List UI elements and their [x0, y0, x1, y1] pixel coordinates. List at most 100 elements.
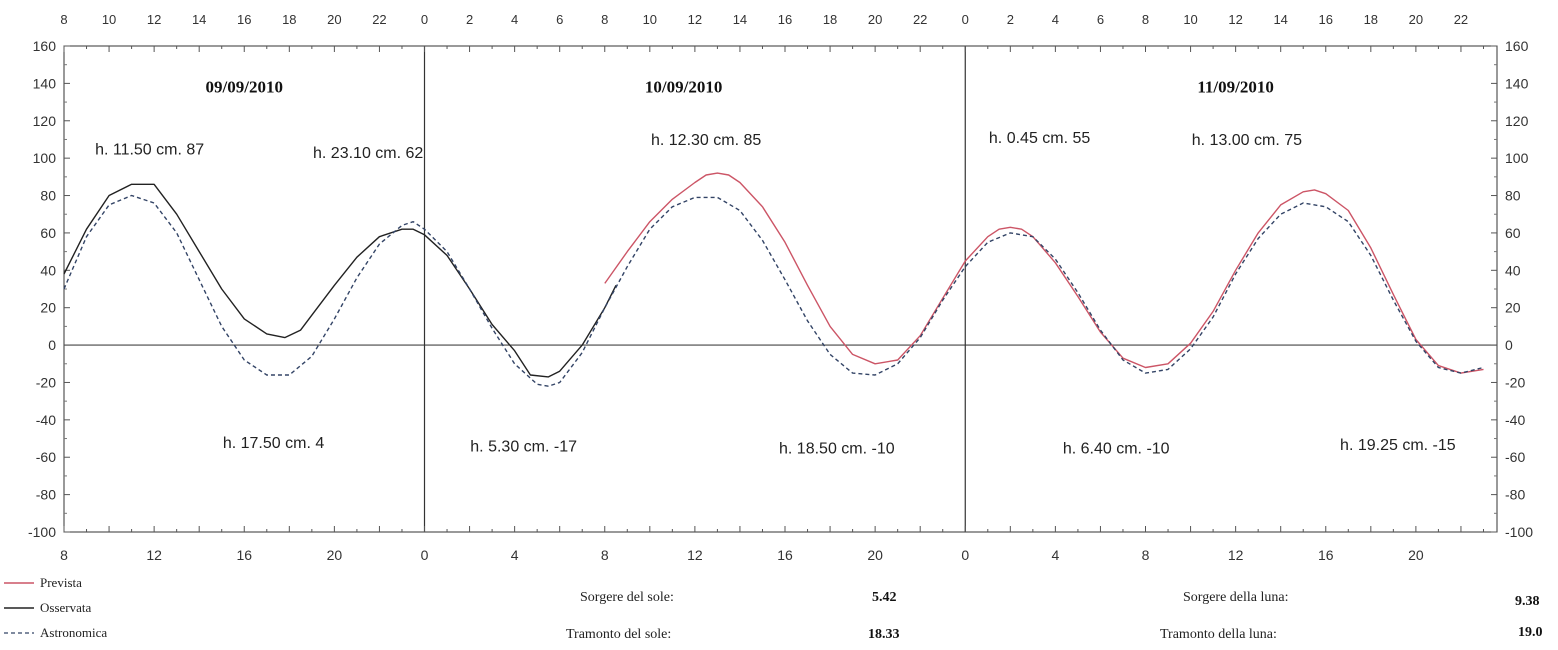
y-tick-label-right: 20 — [1505, 300, 1521, 316]
top-tick-label: 20 — [327, 12, 341, 27]
bottom-tick-label: 12 — [146, 547, 162, 563]
top-tick-label: 8 — [1142, 12, 1149, 27]
top-tick-label: 20 — [868, 12, 882, 27]
top-tick-label: 2 — [1007, 12, 1014, 27]
bottom-tick-label: 20 — [327, 547, 343, 563]
sun-moon-info: Sorgere del sole: 5.42 Tramonto del sole… — [566, 590, 1543, 642]
top-tick-label: 0 — [962, 12, 969, 27]
top-tick-label: 12 — [688, 12, 702, 27]
top-tick-label: 6 — [556, 12, 563, 27]
top-tick-label: 8 — [601, 12, 608, 27]
top-tick-label: 22 — [1454, 12, 1468, 27]
extreme-annotation: h. 13.00 cm. 75 — [1192, 132, 1302, 149]
extreme-annotation: h. 11.50 cm. 87 — [95, 141, 204, 158]
extreme-annotation: h. 0.45 cm. 55 — [989, 130, 1090, 147]
top-tick-label: 4 — [1052, 12, 1059, 27]
y-tick-label-right: -100 — [1505, 524, 1533, 540]
extreme-annotation: h. 23.10 cm. 62 — [313, 145, 423, 162]
series-prevista — [604, 172, 1484, 374]
sunset-label: Tramonto del sole: — [566, 627, 671, 642]
bottom-tick-label: 4 — [1051, 547, 1059, 563]
y-tick-label-right: 140 — [1505, 75, 1529, 91]
top-tick-label: 18 — [823, 12, 837, 27]
bottom-tick-label: 0 — [961, 547, 969, 563]
top-tick-label: 12 — [147, 12, 161, 27]
top-tick-label: 2 — [466, 12, 473, 27]
sunset-value: 18.33 — [868, 627, 900, 642]
top-tick-label: 6 — [1097, 12, 1104, 27]
bottom-tick-label: 16 — [1318, 547, 1334, 563]
y-tick-label-left: 140 — [33, 75, 57, 91]
top-tick-label: 10 — [1183, 12, 1197, 27]
y-tick-label-right: 160 — [1505, 38, 1529, 54]
y-tick-label-left: -20 — [36, 374, 56, 390]
top-tick-label: 10 — [102, 12, 116, 27]
top-tick-label: 14 — [192, 12, 206, 27]
extreme-annotation: h. 6.40 cm. -10 — [1063, 440, 1170, 457]
legend: Prevista Osservata Astronomica — [4, 575, 107, 640]
bottom-tick-label: 16 — [777, 547, 793, 563]
top-tick-label: 8 — [60, 12, 67, 27]
y-tick-label-left: 100 — [33, 150, 57, 166]
date-header: 09/09/2010 — [206, 78, 283, 97]
y-tick-label-left: 160 — [33, 38, 57, 54]
top-tick-label: 12 — [1228, 12, 1242, 27]
date-header: 11/09/2010 — [1197, 78, 1274, 97]
bottom-tick-label: 4 — [511, 547, 519, 563]
series-layer — [63, 172, 1484, 387]
sunrise-value: 5.42 — [872, 590, 897, 605]
y-tick-label-right: 40 — [1505, 262, 1521, 278]
bottom-tick-label: 12 — [1228, 547, 1244, 563]
series-osservata — [63, 183, 617, 378]
top-tick-label: 16 — [1319, 12, 1333, 27]
y-tick-label-right: 100 — [1505, 150, 1529, 166]
y-tick-label-right: -60 — [1505, 449, 1525, 465]
extreme-annotation: h. 17.50 cm. 4 — [223, 435, 324, 452]
date-header: 10/09/2010 — [645, 78, 722, 97]
y-tick-label-left: 80 — [40, 188, 56, 204]
plot-area — [63, 45, 1498, 533]
top-tick-label: 16 — [778, 12, 792, 27]
y-tick-label-left: 20 — [40, 300, 56, 316]
y-tick-label-left: -40 — [36, 412, 56, 428]
bottom-tick-label: 20 — [867, 547, 883, 563]
plot-frame — [63, 45, 1498, 533]
top-tick-label: 22 — [913, 12, 927, 27]
extreme-annotation: h. 18.50 cm. -10 — [779, 440, 895, 457]
top-tick-label: 0 — [421, 12, 428, 27]
y-tick-label-right: -80 — [1505, 487, 1525, 503]
moonset-value: 19.0 — [1518, 625, 1543, 640]
legend-label-prevista: Prevista — [40, 575, 82, 590]
y-tick-label-right: 0 — [1505, 337, 1513, 353]
top-tick-label: 16 — [237, 12, 251, 27]
bottom-tick-label: 8 — [60, 547, 68, 563]
y-tick-label-right: -20 — [1505, 374, 1525, 390]
y-tick-label-left: 60 — [40, 225, 56, 241]
bottom-tick-label: 20 — [1408, 547, 1424, 563]
series-astronomica — [63, 194, 1484, 387]
top-tick-label: 20 — [1409, 12, 1423, 27]
y-tick-label-right: 60 — [1505, 225, 1521, 241]
y-tick-label-left: -60 — [36, 449, 56, 465]
bottom-tick-label: 8 — [601, 547, 609, 563]
y-tick-label-left: -80 — [36, 487, 56, 503]
bottom-tick-label: 16 — [236, 547, 252, 563]
top-tick-label: 14 — [1273, 12, 1287, 27]
top-tick-label: 10 — [643, 12, 657, 27]
moonrise-value: 9.38 — [1515, 594, 1540, 609]
top-tick-label: 18 — [1364, 12, 1378, 27]
legend-label-osservata: Osservata — [40, 600, 91, 615]
y-tick-label-right: 80 — [1505, 188, 1521, 204]
bottom-tick-label: 0 — [421, 547, 429, 563]
y-tick-label-right: 120 — [1505, 113, 1529, 129]
extreme-annotation: h. 19.25 cm. -15 — [1340, 437, 1456, 454]
y-tick-label-left: 0 — [48, 337, 56, 353]
extreme-annotation: h. 12.30 cm. 85 — [651, 132, 761, 149]
label-layer: -100 -100-80 -80-60 -60-40 -40-20 -200 020 2040… — [28, 12, 1533, 563]
moonrise-label: Sorgere della luna: — [1183, 590, 1289, 605]
moonset-label: Tramonto della luna: — [1160, 627, 1277, 642]
top-tick-label: 14 — [733, 12, 747, 27]
sunrise-label: Sorgere del sole: — [580, 590, 674, 605]
top-tick-label: 22 — [372, 12, 386, 27]
